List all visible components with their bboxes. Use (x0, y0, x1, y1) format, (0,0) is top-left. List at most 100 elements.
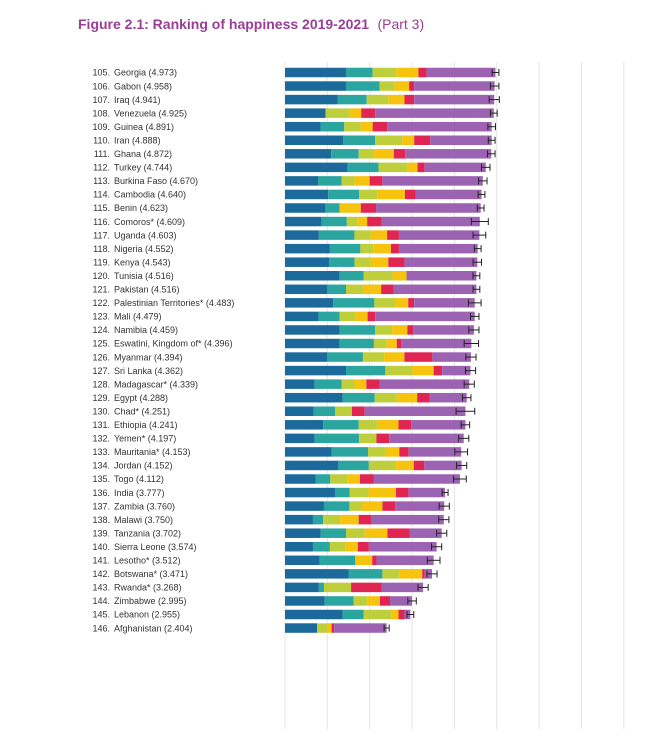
bar-segment-c4 (355, 555, 373, 566)
country-label: Georgia (4.973) (114, 68, 177, 78)
bar-segment-c1 (285, 352, 328, 362)
bar-segment-c4 (386, 338, 397, 349)
rank-label: 106. (92, 81, 110, 91)
country-label: Egypt (4.288) (114, 393, 168, 403)
bar-segment-c6 (418, 67, 427, 78)
bar-segment-c3 (330, 474, 348, 484)
bar-segment-c4 (377, 189, 405, 200)
bar-segment-c3 (354, 257, 371, 267)
country-label: Nigeria (4.552) (114, 244, 174, 254)
rank-label: 127. (92, 366, 110, 376)
bar-segment-c2 (312, 542, 330, 552)
rank-label: 145. (92, 610, 110, 620)
bar-row: 146. Afghanistan (2.404) (92, 623, 390, 633)
bar-segment-c2 (347, 162, 379, 173)
bar-segment-c2 (345, 81, 380, 91)
bar-segment-c4 (388, 94, 405, 105)
bar-segment-c4 (391, 609, 399, 620)
bar-row: 108. Venezuela (4.925) (92, 108, 498, 118)
bar-segment-c7 (364, 406, 466, 416)
bar-segment-c2 (339, 325, 376, 335)
bar-row: 136. India (3.777) (92, 487, 449, 498)
bar-segment-c2 (319, 555, 356, 566)
country-label: Chad* (4.251) (114, 406, 170, 416)
bar-segment-c2 (329, 243, 361, 254)
bar-segment-c6 (351, 582, 382, 593)
bar-segment-c1 (285, 176, 319, 186)
bar-segment-c2 (334, 487, 350, 498)
rank-label: 144. (92, 596, 110, 606)
bar-segment-c6 (367, 216, 382, 227)
bar-segment-c3 (329, 542, 346, 552)
bar-segment-c3 (362, 352, 385, 362)
country-label: Uganda (4.603) (114, 230, 177, 240)
bar-segment-c7 (375, 108, 494, 118)
bar-segment-c4 (367, 596, 380, 606)
bar-segment-c2 (328, 189, 360, 200)
bar-segment-c4 (412, 365, 434, 376)
bar-segment-c1 (285, 311, 319, 322)
bar-row: 105. Georgia (4.973) (92, 67, 500, 78)
bar-segment-c1 (285, 623, 318, 633)
bar-segment-c3 (375, 135, 403, 145)
bar-segment-c1 (285, 67, 346, 78)
bar-segment-c2 (314, 433, 360, 444)
bar-segment-c1 (285, 379, 315, 389)
country-label: Lesotho* (3.512) (114, 556, 181, 566)
bar-segment-c3 (359, 189, 378, 200)
bar-segment-c3 (382, 569, 400, 579)
bar-segment-c3 (325, 108, 350, 118)
bar-segment-c2 (329, 257, 355, 267)
bar-row: 124. Namibia (4.459) (92, 325, 480, 335)
bar-segment-c6 (360, 203, 377, 213)
bar-segment-c7 (376, 203, 481, 213)
bar-segment-c2 (327, 284, 346, 295)
bar-segment-c6 (395, 487, 409, 498)
rank-label: 126. (92, 352, 110, 362)
bar-row: 125. Eswatini, Kingdom of* (4.396) (92, 338, 480, 349)
bar-segment-c2 (318, 176, 342, 186)
bar-segment-c2 (324, 596, 354, 606)
bar-segment-c7 (373, 474, 460, 484)
bar-segment-c2 (318, 582, 324, 593)
rank-label: 124. (92, 325, 110, 335)
bar-segment-c4 (327, 623, 332, 633)
bar-segment-c2 (339, 338, 374, 349)
bar-segment-c4 (349, 108, 362, 118)
bar-segment-c1 (285, 135, 344, 145)
bar-segment-c1 (285, 596, 325, 606)
rank-label: 107. (92, 95, 110, 105)
bar-segment-c3 (346, 216, 358, 227)
country-label: Tunisia (4.516) (114, 271, 174, 281)
bar-segment-c6 (404, 189, 416, 200)
bar-segment-c4 (354, 379, 367, 389)
bar-row: 122. Palestinian Territories* (4.483) (92, 298, 482, 308)
bar-segment-c7 (393, 284, 477, 295)
bar-row: 112. Turkey (4.744) (93, 162, 491, 173)
bar-segment-c1 (285, 108, 326, 118)
bar-segment-c7 (414, 298, 475, 308)
bar-segment-c6 (381, 284, 394, 295)
bar-row: 138. Malawi (3.750) (92, 515, 450, 525)
bar-segment-c7 (414, 81, 495, 91)
bar-segment-c2 (320, 121, 345, 132)
bar-row: 129. Egypt (4.288) (92, 392, 472, 403)
bar-segment-c3 (368, 447, 385, 457)
bar-segment-c2 (320, 528, 346, 538)
bar-segment-c1 (285, 365, 346, 376)
bar-row: 107. Iraq (4.941) (92, 94, 500, 105)
bar-segment-c7 (398, 243, 478, 254)
bar-segment-c7 (405, 149, 492, 159)
bar-segment-c7 (414, 94, 495, 105)
bar-segment-c4 (396, 392, 418, 403)
bar-segment-c6 (388, 257, 405, 267)
bar-segment-c1 (285, 406, 314, 416)
bar-segment-c7 (424, 162, 486, 173)
bar-segment-c3 (345, 284, 363, 295)
country-label: Burkina Faso (4.670) (114, 176, 198, 186)
bar-segment-c3 (339, 311, 355, 322)
country-label: Iran (4.888) (114, 135, 161, 145)
bar-segment-c1 (285, 433, 315, 444)
bar-segment-c3 (374, 298, 396, 308)
